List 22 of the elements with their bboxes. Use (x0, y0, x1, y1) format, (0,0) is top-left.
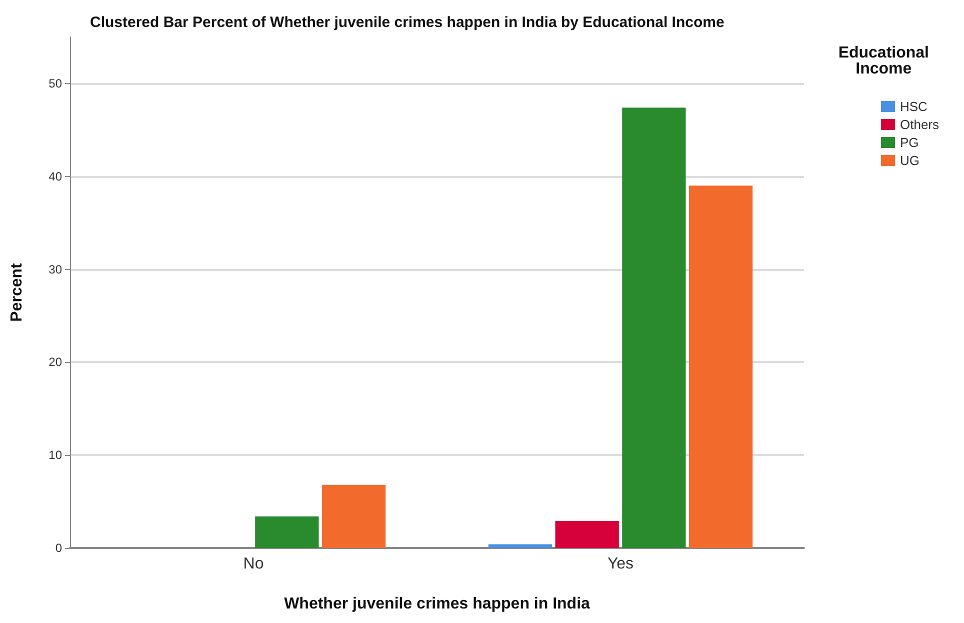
bar (322, 484, 386, 548)
bar (488, 544, 552, 548)
legend-title: Educational Income (838, 44, 930, 78)
y-tick-label: 10 (48, 448, 62, 462)
bar (688, 186, 753, 548)
bar (622, 108, 686, 548)
y-tick-label: 20 (48, 355, 62, 370)
y-tick-label: 50 (48, 76, 62, 90)
y-tick-label: 30 (48, 262, 62, 276)
chart-title: Clustered Bar Percent of Whether juvenile crimes happen in India by Educational Income (90, 14, 724, 31)
y-tick-label: 0 (55, 541, 62, 555)
legend-label: Others (900, 117, 940, 132)
x-tick-label: No (243, 556, 264, 572)
legend-label: UG (900, 153, 920, 168)
legend-label: PG (900, 135, 919, 150)
bar (255, 516, 319, 548)
x-tick-label: Yes (607, 556, 634, 572)
y-tick-label: 40 (48, 169, 62, 184)
legend-label: HSC (900, 99, 928, 114)
x-axis-title: Whether juvenile crimes happen in India (284, 596, 590, 612)
y-axis-title: Percent (8, 262, 26, 322)
bar (555, 521, 619, 548)
